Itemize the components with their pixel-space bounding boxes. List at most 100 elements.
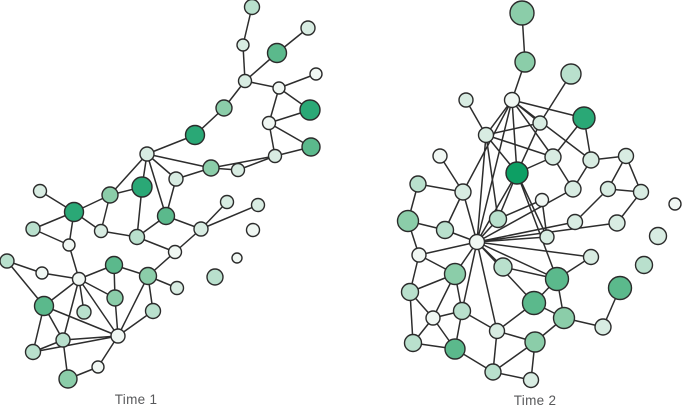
node	[477, 126, 495, 144]
node	[544, 148, 562, 166]
node	[62, 238, 76, 252]
edge	[516, 172, 558, 280]
node	[599, 180, 617, 198]
node	[468, 233, 486, 251]
node	[168, 171, 184, 187]
node	[505, 161, 529, 185]
node	[104, 255, 124, 275]
node	[24, 343, 42, 361]
node	[608, 214, 626, 232]
node	[25, 221, 41, 237]
node	[300, 20, 316, 36]
node	[32, 183, 48, 199]
edge	[146, 153, 167, 217]
network-1	[0, 0, 323, 389]
node	[309, 67, 323, 81]
node	[169, 280, 185, 296]
edge	[476, 241, 498, 332]
node	[184, 124, 206, 146]
node	[219, 194, 235, 210]
edge	[511, 99, 592, 161]
edge	[43, 305, 119, 337]
node	[193, 221, 209, 237]
node	[71, 271, 87, 287]
node	[231, 252, 243, 264]
edge	[418, 241, 478, 256]
node	[521, 290, 547, 316]
node	[93, 223, 109, 239]
node	[454, 183, 472, 201]
node	[55, 332, 71, 348]
node	[632, 183, 650, 201]
node	[0, 253, 15, 269]
edge	[485, 122, 541, 136]
node	[532, 115, 548, 131]
node	[572, 106, 596, 130]
edge	[476, 188, 574, 243]
edge	[32, 335, 119, 353]
node	[560, 63, 582, 85]
network-2	[396, 0, 682, 389]
node	[396, 209, 420, 233]
edge	[476, 134, 487, 243]
node	[411, 247, 427, 263]
node	[215, 99, 233, 117]
edge	[146, 153, 212, 169]
node	[403, 333, 423, 353]
node	[539, 229, 555, 245]
node	[634, 255, 654, 275]
node	[648, 226, 668, 246]
node	[582, 248, 600, 266]
node	[139, 146, 155, 162]
node	[131, 176, 153, 198]
node	[582, 151, 600, 169]
node	[206, 268, 224, 286]
node	[250, 197, 266, 213]
node	[63, 201, 85, 223]
node	[552, 306, 576, 330]
node	[409, 175, 427, 193]
node	[76, 304, 92, 320]
edge	[210, 155, 276, 169]
node	[266, 42, 288, 64]
network-label-time2: Time 2	[513, 393, 557, 408]
node	[91, 360, 105, 374]
node	[237, 73, 253, 89]
edge	[109, 153, 148, 196]
edge	[62, 278, 80, 341]
node	[106, 289, 124, 307]
node	[458, 92, 474, 108]
edge	[476, 99, 513, 243]
node	[503, 91, 521, 109]
node	[564, 180, 582, 198]
node	[668, 197, 682, 211]
node	[617, 147, 635, 165]
node	[488, 322, 506, 340]
node	[35, 266, 49, 280]
node	[566, 213, 584, 231]
node	[261, 115, 277, 131]
node	[299, 99, 321, 121]
node	[167, 244, 183, 260]
edge	[62, 335, 119, 341]
node	[444, 338, 466, 360]
edge	[476, 172, 518, 243]
node	[272, 81, 286, 95]
node	[202, 159, 220, 177]
edge	[476, 241, 592, 258]
node	[267, 148, 283, 164]
node	[245, 222, 261, 238]
node	[128, 228, 146, 246]
node	[524, 331, 546, 353]
edge	[476, 221, 576, 243]
edge	[200, 204, 259, 230]
node	[110, 328, 126, 344]
edge	[511, 99, 518, 174]
network-label-time1: Time 1	[114, 392, 158, 407]
edge	[476, 241, 558, 280]
node	[435, 220, 455, 240]
node	[493, 257, 513, 277]
node	[58, 369, 78, 389]
edge	[485, 134, 499, 220]
